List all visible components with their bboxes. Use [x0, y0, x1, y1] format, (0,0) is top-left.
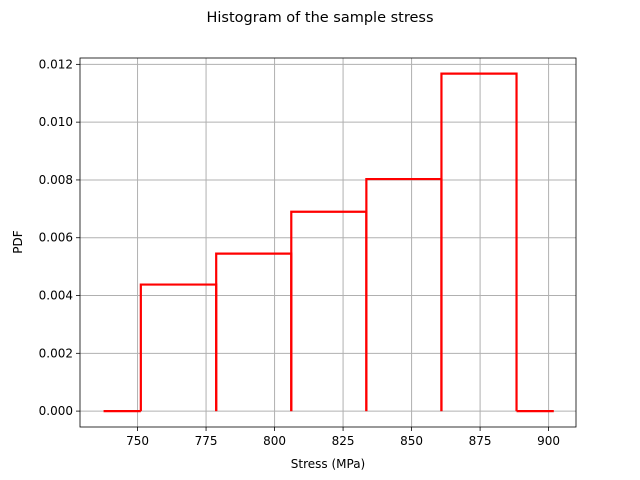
- y-tick-label: 0.000: [39, 404, 73, 418]
- y-tick-label: 0.006: [39, 231, 73, 245]
- y-tick-label: 0.010: [39, 115, 73, 129]
- axes-frame: [79, 57, 577, 428]
- x-tick-label: 750: [126, 434, 149, 448]
- x-tick-label: 900: [537, 434, 560, 448]
- histogram-bin: [290, 210, 368, 412]
- x-axis-label: Stress (MPa): [291, 457, 365, 471]
- x-tick-label: 800: [263, 434, 286, 448]
- y-axis-label: PDF: [11, 230, 25, 253]
- y-tick-label: 0.012: [39, 57, 73, 71]
- histogram-bin: [440, 72, 518, 412]
- y-tick-label: 0.008: [39, 173, 73, 187]
- y-tick-label: 0.002: [39, 346, 73, 360]
- histogram-bin: [139, 283, 218, 412]
- histogram-bin: [215, 252, 293, 412]
- axis-ticks: 750 775 800 825 850 875 900 0.000 0.002 0.004 0.00…: [39, 57, 560, 448]
- y-tick-label: 0.004: [39, 289, 73, 303]
- x-tick-label: 875: [469, 434, 492, 448]
- x-tick-label: 825: [332, 434, 355, 448]
- chart-title: Histogram of the sample stress: [206, 10, 433, 26]
- x-tick-label: 775: [195, 434, 218, 448]
- grid: [80, 58, 576, 427]
- x-tick-label: 850: [400, 434, 423, 448]
- plot-area: [103, 72, 554, 413]
